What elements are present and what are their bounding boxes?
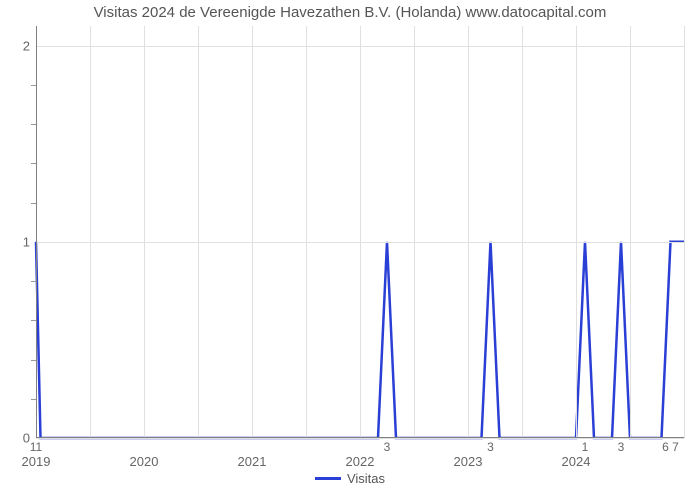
legend-label: Visitas: [347, 471, 385, 486]
x-axis-value-label: 3: [384, 438, 391, 454]
x-axis-year-label: 2020: [130, 438, 159, 469]
legend: Visitas: [315, 471, 385, 486]
gridline-vertical: [360, 26, 361, 438]
y-axis: [36, 26, 37, 438]
gridline-vertical: [522, 26, 523, 438]
gridline-vertical: [144, 26, 145, 438]
gridline-vertical: [468, 26, 469, 438]
x-axis-year-label: 2022: [346, 438, 375, 469]
x-axis-year-label: 2021: [238, 438, 267, 469]
y-axis-label: 2: [23, 38, 36, 53]
chart-container: Visitas 2024 de Vereenigde Havezathen B.…: [0, 0, 700, 500]
gridline-vertical: [576, 26, 577, 438]
gridline-vertical: [684, 26, 685, 438]
x-axis-value-label: 3: [487, 438, 494, 454]
x-axis-year-label: 2023: [454, 438, 483, 469]
chart-title: Visitas 2024 de Vereenigde Havezathen B.…: [0, 4, 700, 21]
gridline-horizontal: [36, 46, 684, 47]
gridline-vertical: [198, 26, 199, 438]
x-axis-value-label: 3: [618, 438, 625, 454]
plot-area: 0122019202020212022202320241133136 7: [36, 26, 684, 438]
gridline-vertical: [630, 26, 631, 438]
gridline-horizontal: [36, 242, 684, 243]
x-axis-value-label: 11: [30, 438, 42, 454]
legend-swatch: [315, 477, 341, 480]
x-axis-value-label: 1: [582, 438, 589, 454]
gridline-vertical: [306, 26, 307, 438]
y-axis-label: 1: [23, 234, 36, 249]
gridline-vertical: [90, 26, 91, 438]
gridline-vertical: [252, 26, 253, 438]
x-axis-value-label: 6 7: [662, 438, 679, 454]
gridline-vertical: [414, 26, 415, 438]
